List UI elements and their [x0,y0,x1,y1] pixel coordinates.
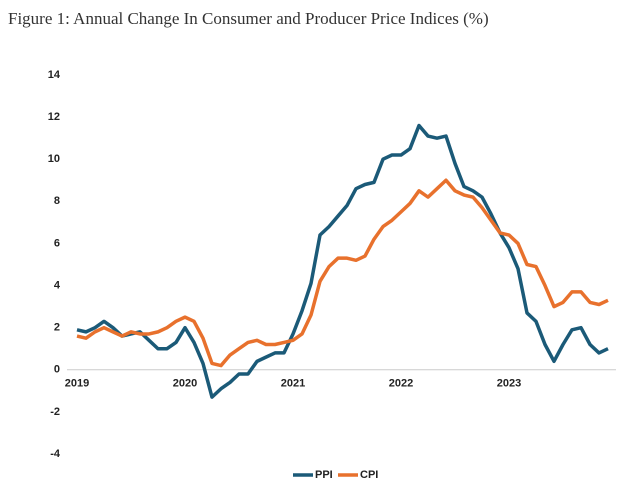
y-tick-label: 10 [48,153,60,165]
legend-label: PPI [315,469,333,481]
y-tick-label: 6 [54,237,60,249]
x-tick-label: 2019 [65,378,89,390]
chart-title: Figure 1: Annual Change In Consumer and … [8,9,489,28]
y-tick-label: 0 [54,364,60,376]
y-tick-label: 14 [48,69,61,81]
y-tick-label: -4 [50,448,61,460]
x-tick-label: 2020 [173,378,197,390]
y-tick-label: 2 [54,322,60,334]
x-tick-label: 2022 [389,378,413,390]
y-tick-label: 12 [48,111,60,123]
x-tick-label: 2021 [281,378,305,390]
line-series [76,178,609,368]
y-tick-label: -2 [50,406,60,418]
line-series [76,123,609,399]
legend-label: CPI [360,469,378,481]
y-tick-label: 8 [54,195,60,207]
y-tick-label: 4 [54,279,61,291]
x-tick-label: 2023 [497,378,521,390]
